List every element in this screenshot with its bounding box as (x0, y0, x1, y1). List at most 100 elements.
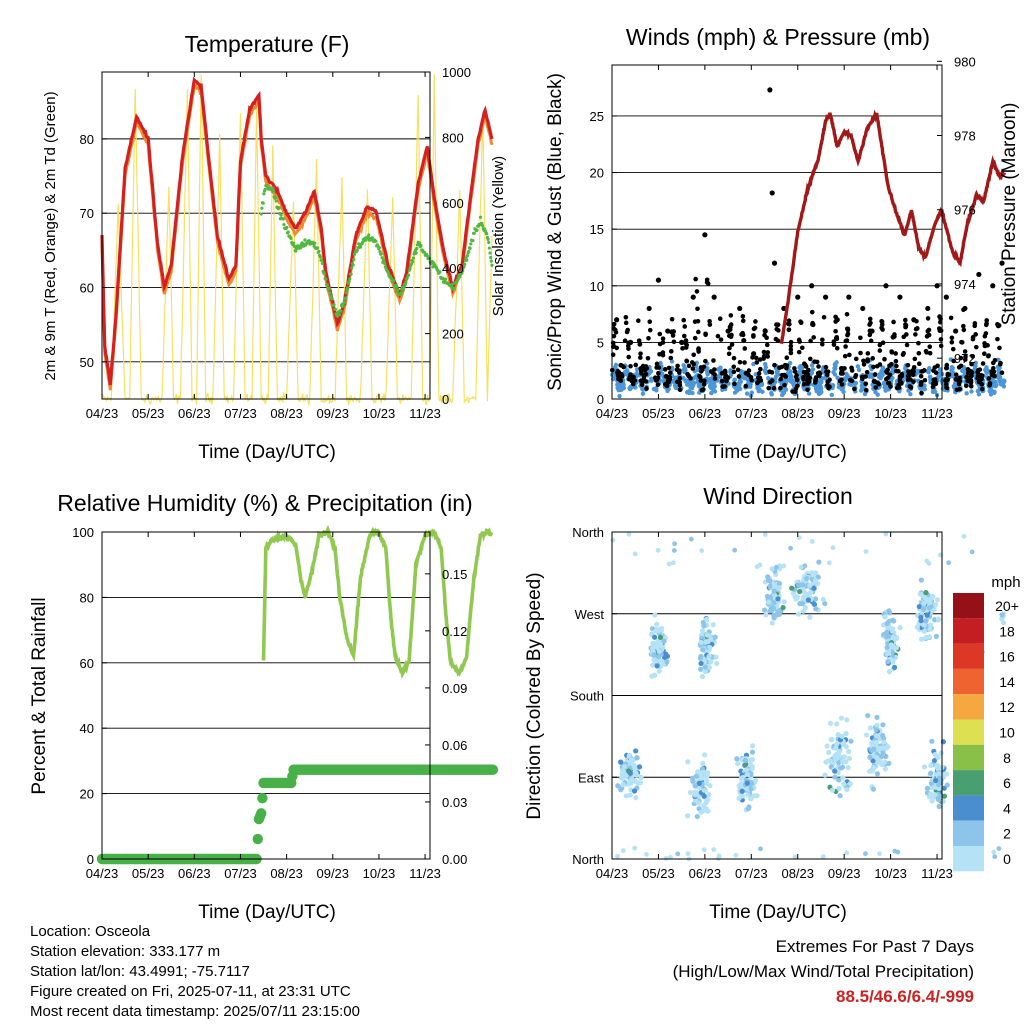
wind-point (705, 370, 710, 376)
dewpoint-point (286, 230, 290, 234)
dewpoint-point (292, 244, 297, 249)
gust-point (990, 360, 996, 366)
y2-tick-label: 974 (954, 277, 976, 292)
dewpoint-point (271, 190, 276, 194)
direction-point (848, 738, 854, 744)
gust-point (823, 364, 829, 370)
precip-series (96, 764, 499, 865)
direction-point (892, 848, 898, 854)
wind-point (918, 386, 924, 392)
wind-point (617, 393, 622, 399)
direction-point (628, 757, 635, 763)
gust-point (904, 342, 910, 348)
direction-x-ticks: 04/23 05/23 06/23 07/23 08/23 09/23 10/23 11/23 (596, 532, 953, 881)
direction-point (701, 793, 707, 799)
dewpoint-point (320, 261, 324, 266)
direction-point (832, 768, 838, 774)
direction-point (884, 644, 890, 651)
x-tick-label: 08/23 (270, 866, 303, 881)
gust-point (732, 381, 737, 387)
gust-point (844, 311, 850, 317)
dewpoint-point (294, 249, 298, 253)
gust-point (728, 324, 733, 330)
direction-point (845, 749, 852, 755)
gust-point (638, 351, 643, 356)
dewpoint-point (367, 233, 371, 237)
dewpoint-point (282, 223, 286, 227)
direction-point (991, 849, 997, 855)
dewpoint-point (450, 282, 454, 286)
direction-point (888, 642, 894, 648)
direction-point (704, 777, 710, 784)
gust-point (703, 332, 708, 338)
station-location: Location: Osceola (30, 923, 151, 940)
gust-peak-point (655, 277, 662, 283)
humidity-frame (101, 531, 431, 860)
gust-point (680, 346, 685, 351)
dewpoint-point (461, 269, 465, 273)
direction-point (891, 664, 898, 670)
temperature-y-ticks-left: 50 60 70 80 (80, 132, 107, 370)
direction-point (935, 796, 942, 803)
dewpoint-point (411, 256, 416, 260)
dewpoint-point (325, 283, 329, 287)
direction-point (633, 770, 639, 776)
gust-point (816, 364, 821, 369)
gust-point (972, 323, 978, 329)
direction-point (690, 778, 696, 784)
direction-point (867, 754, 873, 760)
gust-point (844, 326, 850, 332)
gust-point (786, 318, 792, 323)
direction-point (657, 634, 664, 640)
direction-point (839, 764, 846, 770)
winds-y-label-left: Sonic/Prop Wind & Gust (Blue, Black) (545, 73, 566, 391)
gust-point (826, 385, 831, 391)
gust-point (867, 332, 873, 338)
direction-point (882, 766, 888, 772)
direction-point (865, 712, 871, 719)
direction-point (926, 561, 932, 566)
gust-point (983, 331, 989, 336)
direction-point (663, 855, 669, 861)
dewpoint-point (285, 225, 289, 230)
gust-point (674, 367, 680, 372)
gust-point (668, 349, 674, 354)
dewpoint-point (399, 291, 403, 295)
direction-point (880, 749, 886, 756)
direction-point (745, 805, 751, 812)
wind-point (926, 370, 931, 375)
dewpoint-point (427, 256, 432, 261)
gust-point (930, 384, 936, 390)
direction-point (748, 786, 754, 792)
gust-point (834, 345, 840, 351)
direction-point (687, 789, 693, 795)
direction-point (885, 744, 891, 750)
gust-point (762, 328, 768, 333)
gust-point (740, 318, 746, 324)
gust-point (844, 338, 850, 343)
gust-point (833, 319, 838, 324)
gust-point (638, 355, 643, 360)
direction-point (867, 768, 873, 774)
gust-point (660, 340, 666, 345)
direction-point (773, 564, 779, 570)
direction-point (696, 800, 702, 806)
gust-point (788, 350, 794, 356)
gust-point (908, 369, 913, 375)
direction-point (802, 563, 808, 569)
gust-point (868, 320, 873, 326)
gust-point (873, 385, 879, 390)
direction-point (932, 777, 939, 784)
direction-point (781, 599, 787, 605)
direction-point (781, 563, 787, 569)
precip-point (487, 764, 499, 775)
gust-point (938, 343, 944, 349)
gust-point (938, 337, 944, 342)
direction-point (824, 743, 830, 749)
gust-point (656, 370, 661, 376)
gust-point (611, 333, 617, 339)
wind-point (640, 391, 646, 396)
direction-point (652, 612, 658, 618)
gust-point (656, 365, 662, 370)
